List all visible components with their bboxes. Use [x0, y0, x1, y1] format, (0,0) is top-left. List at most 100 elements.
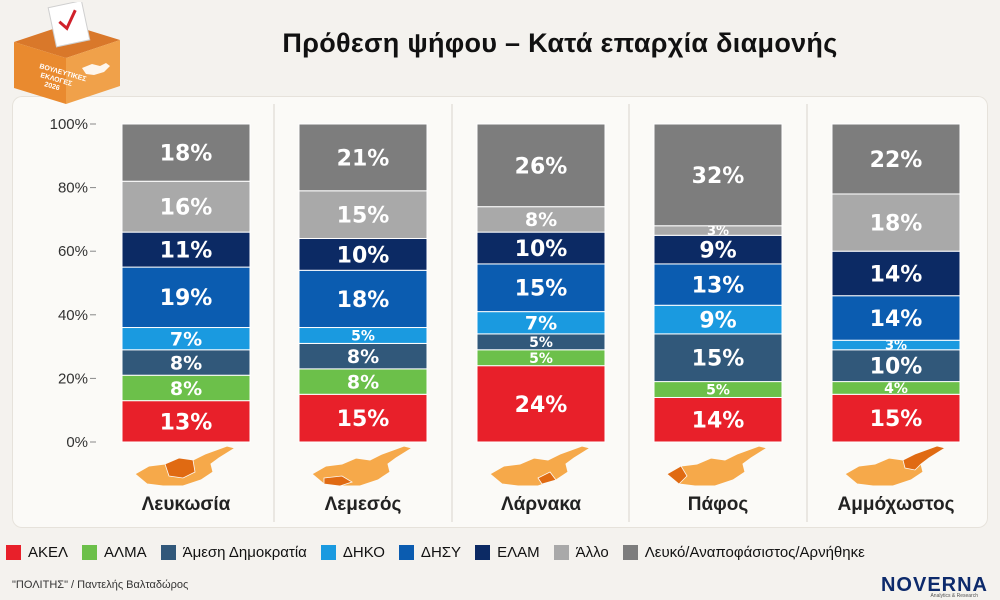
x-category-label: Πάφος: [688, 494, 749, 515]
bar-data-label: 10%: [337, 243, 390, 268]
bar-segment: [831, 295, 961, 341]
page-title: Πρόθεση ψήφου – Κατά επαρχία διαμονής: [282, 28, 838, 58]
legend-swatch: [320, 544, 336, 560]
bar-data-label: 5%: [706, 383, 730, 399]
bar-data-label: 16%: [160, 196, 213, 221]
legend-swatch: [622, 544, 638, 560]
source-credit: "ΠΟΛΙΤΗΣ" / Παντελής Βαλταδώρος: [12, 579, 189, 591]
legend-item: ΑΛΜΑ: [82, 544, 147, 561]
bar-segment: [831, 193, 961, 252]
bar-segment: [831, 123, 961, 195]
legend-swatch: [553, 544, 569, 560]
bar-data-label: 9%: [699, 239, 736, 264]
bar-segment: [476, 365, 606, 443]
bar-segment: [121, 349, 251, 376]
bar-data-label: 14%: [692, 409, 745, 434]
bar-segment: [653, 333, 783, 383]
bar-data-label: 11%: [160, 239, 213, 264]
bar-data-label: 8%: [170, 352, 202, 374]
chart-grid: [273, 104, 808, 522]
bar-data-label: 15%: [515, 277, 568, 302]
bar-segment: [653, 263, 783, 306]
bar-data-label: 13%: [160, 410, 213, 435]
bar-segment: [121, 123, 251, 182]
bar-data-label: 5%: [529, 351, 553, 367]
legend-label: ΔΗΣΥ: [420, 543, 462, 561]
legend-label: ΔΗΚΟ: [342, 543, 385, 561]
bar-data-label: 15%: [337, 407, 390, 432]
legend-label: Λευκό/Αναποφάσιστος/Αρνήθηκε: [644, 543, 865, 561]
bar-data-label: 13%: [692, 274, 745, 299]
bar-segment: [298, 269, 428, 329]
district-map-icon: [844, 445, 947, 487]
bar-data-label: 8%: [347, 371, 379, 393]
bar-data-label: 21%: [337, 146, 390, 171]
chart-legend: ΑΚΕΛ ΑΛΜΑ Άμεση Δημοκρατία ΔΗΚΟ ΔΗΣΥ ΕΛΑΜ Άλλο…: [6, 540, 996, 564]
district-map-icon: [134, 445, 237, 487]
bar-segment: [121, 180, 251, 233]
bar-segment: [298, 123, 428, 192]
bar-data-label: 19%: [160, 286, 213, 311]
x-category-label: Λάρνακα: [501, 494, 581, 515]
bar-data-label: 26%: [515, 154, 568, 179]
y-tick-label: 0%: [66, 434, 88, 451]
legend-item: ΑΚΕΛ: [6, 544, 68, 561]
legend-label: ΕΛΑΜ: [497, 543, 540, 561]
x-category-label: Λευκωσία: [142, 494, 231, 515]
legend-item: Λευκό/Αναποφάσιστος/Αρνήθηκε: [622, 543, 865, 561]
bar-data-label: 18%: [337, 288, 390, 313]
bar-segment: [298, 393, 428, 443]
legend-item: Άμεση Δημοκρατία: [160, 543, 307, 561]
bar-data-label: 3%: [885, 339, 907, 354]
y-tick-label: 60%: [58, 243, 88, 260]
noverna-logo: NOVERNA: [880, 574, 988, 596]
bar-data-label: 8%: [525, 209, 557, 231]
bar-data-label: 18%: [160, 142, 213, 167]
y-tick-label: 20%: [58, 370, 88, 387]
bar-data-label: 15%: [692, 347, 745, 372]
bar-segment: [653, 396, 783, 443]
legend-label: ΑΛΜΑ: [104, 543, 147, 561]
y-tick-label: 40%: [58, 307, 88, 324]
bar-data-label: 15%: [337, 204, 390, 229]
bar-data-label: 10%: [515, 237, 568, 262]
ballot-label-3: 2026: [43, 81, 60, 92]
bar-segment: [653, 234, 783, 265]
legend-label: Άμεση Δημοκρατία: [182, 543, 307, 561]
bar-data-label: 7%: [170, 328, 202, 350]
bar-segment: [653, 123, 783, 227]
bar-data-label: 8%: [170, 378, 202, 400]
legend-swatch: [6, 544, 21, 560]
x-category-label: Λεμεσός: [325, 494, 402, 515]
bar-data-label: 9%: [699, 308, 736, 333]
bar-segment: [831, 250, 961, 297]
bar-segment: [476, 231, 606, 265]
bar-data-label: 22%: [870, 148, 923, 173]
bar-segment: [831, 349, 961, 383]
bar-data-label: 7%: [525, 313, 557, 335]
x-category-label: Αμμόχωστος: [838, 494, 955, 515]
bar-data-label: 15%: [870, 407, 923, 432]
bar-segment: [476, 123, 606, 208]
legend-item: Άλλο: [553, 544, 609, 561]
bar-data-label: 8%: [347, 346, 379, 368]
y-tick-label: 100%: [50, 116, 88, 133]
noverna-logo-subtitle: Analytics & Research: [930, 593, 978, 599]
bar-segment: [121, 266, 251, 329]
bar-segment: [298, 190, 428, 239]
bar-data-label: 3%: [707, 224, 729, 239]
bar-data-label: 5%: [351, 329, 375, 345]
bar-data-label: 4%: [884, 381, 908, 397]
legend-item: ΕΛΑΜ: [475, 544, 540, 561]
bar-segment: [298, 237, 428, 271]
legend-swatch: [160, 544, 176, 560]
bar-data-label: 5%: [529, 335, 553, 351]
bar-data-label: 14%: [870, 262, 923, 287]
legend-item: ΔΗΚΟ: [320, 543, 385, 561]
bar-segment: [476, 206, 606, 233]
chart-bars: 13%8%8%7%19%11%16%18%15%8%8%5%18%10%15%2…: [121, 123, 961, 443]
legend-swatch: [398, 544, 414, 560]
district-map-icon: [489, 445, 592, 487]
x-axis-labels: Λευκωσία Λεμεσός Λάρνακα Πάφος Αμμόχωστος: [142, 494, 955, 515]
